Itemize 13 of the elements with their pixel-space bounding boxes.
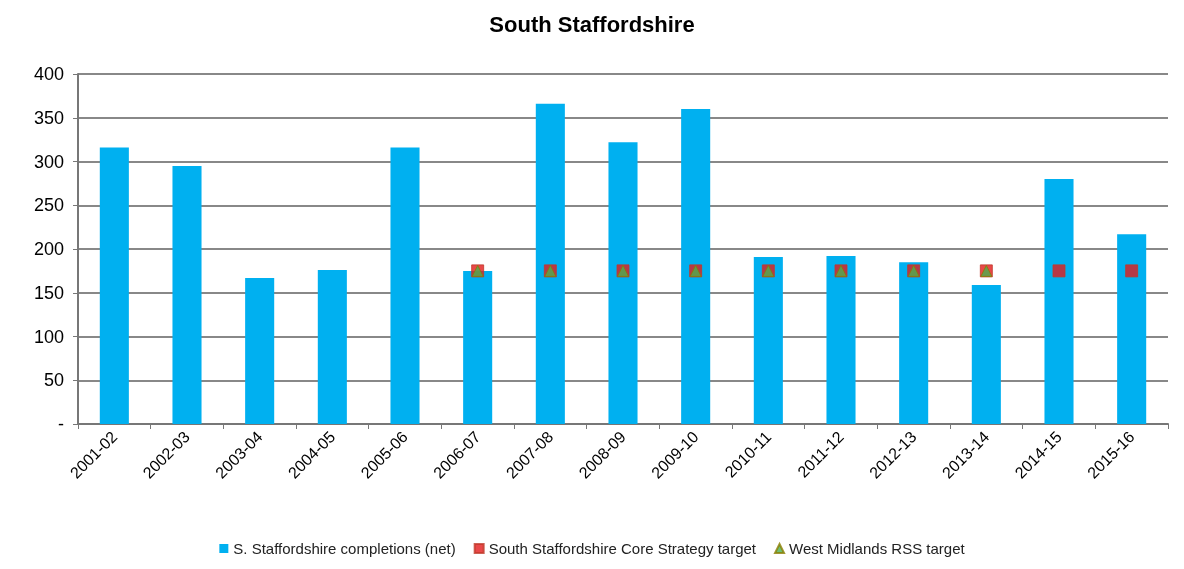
y-tick-label: 150 xyxy=(33,282,64,303)
chart-title: South Staffordshire xyxy=(489,11,695,37)
y-tick-label: 100 xyxy=(33,326,64,347)
legend-label: West Midlands RSS target xyxy=(789,540,966,557)
y-tick-label: - xyxy=(58,414,64,434)
y-tick-label: 250 xyxy=(33,195,64,216)
y-tick-label: 50 xyxy=(43,370,64,391)
y-tick-label: 350 xyxy=(33,107,64,128)
y-tick-label: 400 xyxy=(33,64,64,84)
legend-label: S. Staffordshire completions (net) xyxy=(233,540,456,557)
legend-label: South Staffordshire Core Strategy target xyxy=(488,540,757,557)
y-tick-label: 200 xyxy=(33,239,64,259)
y-tick-label: 300 xyxy=(33,151,64,172)
